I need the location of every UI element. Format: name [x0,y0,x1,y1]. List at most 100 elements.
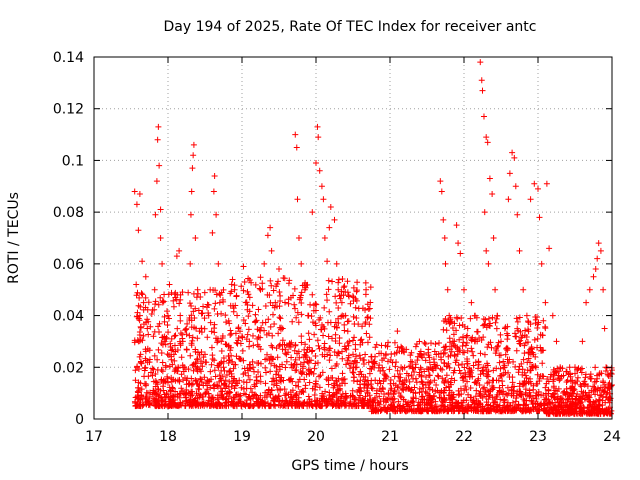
data-point [325,374,332,381]
data-point [343,361,350,368]
data-point [292,356,299,363]
data-point [394,328,401,335]
data-point [276,303,283,310]
data-point [578,365,585,372]
data-point [448,318,455,325]
data-point [492,350,499,357]
data-point [538,260,545,267]
data-point [145,299,152,306]
data-point [314,123,321,130]
data-point [504,404,511,411]
data-point [158,349,165,356]
data-point [387,376,394,383]
data-point [437,365,444,372]
data-point [331,348,338,355]
data-point [242,320,249,327]
data-point [522,339,529,346]
data-point [241,365,248,372]
data-point [152,371,159,378]
data-point [464,325,471,332]
data-point [416,369,423,376]
data-point [592,364,599,371]
data-point [495,342,502,349]
data-point [139,337,146,344]
data-point [333,324,340,331]
data-point [497,352,504,359]
data-point [255,306,262,313]
data-point [262,364,269,371]
data-point [471,379,478,386]
data-point [489,314,496,321]
data-point [591,399,598,406]
data-point [446,312,453,319]
data-point [344,318,351,325]
data-point [394,344,401,351]
data-point [177,296,184,303]
data-point [209,229,216,236]
data-point [580,389,587,396]
data-point [333,299,340,306]
data-point [599,378,606,385]
data-point [152,383,159,390]
data-point [527,375,534,382]
data-point [270,402,277,409]
data-point [306,357,313,364]
data-point [493,325,500,332]
data-point [461,387,468,394]
data-point [192,360,199,367]
data-point [342,312,349,319]
data-point [566,371,573,378]
data-point [194,355,201,362]
data-point [268,387,275,394]
data-point [327,203,334,210]
data-point [229,358,236,365]
data-point [327,319,334,326]
data-point [135,379,142,386]
x-tick-label: 20 [307,429,325,445]
data-point [193,377,200,384]
data-point [254,326,261,333]
data-point [528,380,535,387]
data-point [227,331,234,338]
data-point [287,377,294,384]
data-point [412,343,419,350]
data-point [333,403,340,410]
data-point [301,346,308,353]
data-point [354,287,361,294]
data-point [252,281,259,288]
data-point [291,285,298,292]
data-point [393,359,400,366]
data-point [318,183,325,190]
data-point [583,299,590,306]
data-point [189,334,196,341]
y-tick-label: 0.14 [53,50,84,66]
data-point [432,404,439,411]
data-point [360,373,367,380]
data-point [492,399,499,406]
data-point [302,354,309,361]
data-point [526,393,533,400]
data-point [468,345,475,352]
data-point [453,327,460,334]
data-point [364,390,371,397]
data-point [217,292,224,299]
data-point [293,390,300,397]
data-point [458,314,465,321]
data-point [290,363,297,370]
data-point [298,370,305,377]
data-point [389,359,396,366]
data-point [472,338,479,345]
data-point [574,374,581,381]
data-point [450,331,457,338]
data-point [178,385,185,392]
data-point [487,320,494,327]
data-point [477,350,484,357]
data-point [189,362,196,369]
data-point [283,398,290,405]
data-point [228,330,235,337]
data-point [462,342,469,349]
data-point [482,364,489,371]
data-point [295,383,302,390]
data-point [308,313,315,320]
data-point [164,322,171,329]
